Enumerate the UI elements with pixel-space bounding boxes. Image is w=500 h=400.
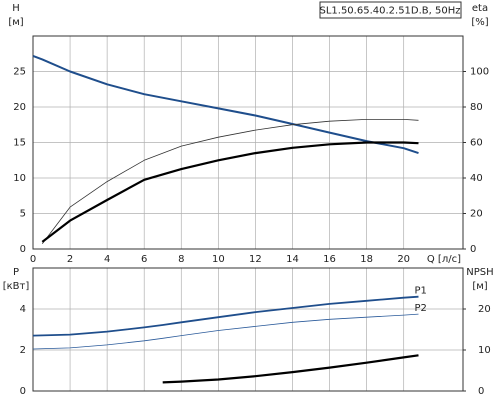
curve — [41, 141, 419, 243]
y2-axis-label: NPSH — [466, 267, 493, 278]
curve-label: P2 — [415, 303, 427, 314]
curve — [41, 119, 419, 244]
x-tick-label: 14 — [286, 254, 299, 265]
x-tick-label: 0 — [30, 254, 36, 265]
y2-axis-label: eta — [472, 3, 488, 14]
y-axis-unit: [кВт] — [3, 281, 30, 292]
y2-tick-label: 0 — [478, 386, 484, 397]
title-box — [319, 1, 462, 19]
x-tick-label: 6 — [141, 254, 147, 265]
y2-tick-label: 40 — [470, 173, 483, 184]
y-axis-label: H — [12, 3, 20, 14]
y2-axis-unit: [%] — [471, 17, 488, 28]
y-tick-label: 0 — [20, 244, 26, 255]
y2-tick-label: 80 — [470, 102, 483, 113]
y-tick-label: 25 — [13, 67, 26, 78]
x-tick-label: 12 — [249, 254, 262, 265]
x-tick-label: 18 — [360, 254, 373, 265]
plot-frame — [32, 35, 464, 250]
y-tick-label: 15 — [13, 138, 26, 149]
curve — [162, 354, 419, 384]
y-axis-unit: [м] — [8, 17, 23, 28]
y2-tick-label: 60 — [470, 138, 483, 149]
x-tick-label: 16 — [323, 254, 336, 265]
y2-tick-label: 10 — [478, 345, 491, 356]
x-tick-label: 2 — [67, 254, 73, 265]
y-tick-label: 10 — [13, 173, 26, 184]
x-tick-label: 8 — [178, 254, 184, 265]
y-tick-label: 20 — [13, 102, 26, 113]
x-tick-label: 4 — [104, 254, 110, 265]
plot-area — [33, 268, 463, 391]
curve — [32, 313, 419, 350]
x-tick-label: 20 — [397, 254, 410, 265]
y2-tick-label: 20 — [478, 304, 491, 315]
y-tick-label: 5 — [20, 209, 26, 220]
curve — [32, 54, 419, 155]
x-tick-label: 10 — [212, 254, 225, 265]
chart-title: SL1.50.65.40.2.51D.B, 50Hz — [319, 6, 460, 17]
y2-tick-label: 20 — [470, 209, 483, 220]
y2-tick-label: 0 — [470, 244, 476, 255]
y-tick-label: 4 — [20, 304, 26, 315]
y-axis-label: P — [13, 267, 19, 278]
plot-frame — [32, 267, 464, 392]
curve-label: P1 — [415, 286, 427, 297]
y-tick-label: 0 — [20, 386, 26, 397]
y-tick-label: 2 — [20, 345, 26, 356]
y2-axis-unit: [м] — [472, 281, 487, 292]
x-axis-label: Q [л/с] — [427, 254, 461, 265]
curve — [32, 295, 419, 337]
y2-tick-label: 100 — [470, 67, 489, 78]
